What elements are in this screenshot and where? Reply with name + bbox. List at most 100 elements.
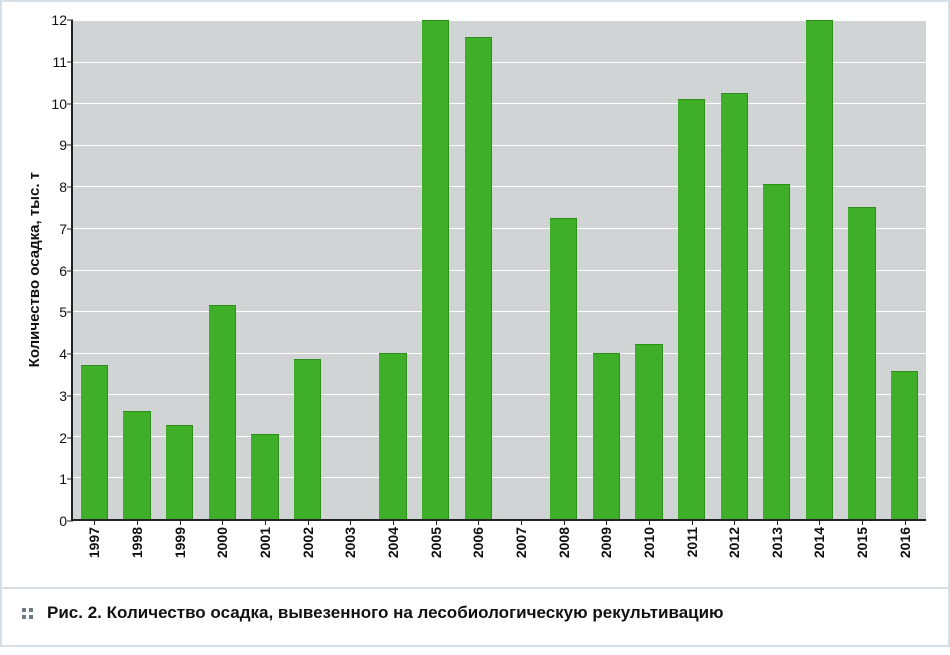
- x-tick-label: 2006: [470, 527, 486, 558]
- bar: [294, 359, 321, 519]
- x-tick-mark: [222, 519, 223, 525]
- figure-container: Количество осадка, тыс. т 01234567891011…: [0, 0, 950, 647]
- x-tick-label: 2000: [214, 527, 230, 558]
- x-tick: 2003: [329, 519, 372, 575]
- x-tick-mark: [819, 519, 820, 525]
- bar-slot: [670, 20, 713, 519]
- x-tick-mark: [606, 519, 607, 525]
- x-tick-label: 2013: [769, 527, 785, 558]
- x-tick: 2006: [457, 519, 500, 575]
- x-tick-mark: [350, 519, 351, 525]
- x-tick-label: 2012: [726, 527, 742, 558]
- caption-bullet-icon: [22, 608, 33, 619]
- x-tick: 1997: [73, 519, 116, 575]
- x-tick-mark: [905, 519, 906, 525]
- bar-slot: [244, 20, 287, 519]
- x-tick: 2010: [628, 519, 671, 575]
- x-tick-label: 1999: [172, 527, 188, 558]
- x-tick: 2000: [201, 519, 244, 575]
- x-tick: 2016: [883, 519, 926, 575]
- bar: [635, 344, 662, 519]
- bar-slot: [883, 20, 926, 519]
- x-tick-label: 2007: [513, 527, 529, 558]
- x-tick: 2002: [286, 519, 329, 575]
- x-tick: 2014: [798, 519, 841, 575]
- x-tick-mark: [265, 519, 266, 525]
- bar: [379, 353, 406, 519]
- bar: [166, 425, 193, 519]
- x-tick: 2008: [542, 519, 585, 575]
- x-tick-mark: [649, 519, 650, 525]
- bar-slot: [713, 20, 756, 519]
- figure-caption: Рис. 2. Количество осадка, вывезенного н…: [2, 587, 948, 645]
- y-tick-label: 3: [59, 388, 67, 404]
- x-tick-mark: [137, 519, 138, 525]
- y-tick-label: 11: [52, 54, 67, 70]
- x-tick: 2015: [841, 519, 884, 575]
- bar-slot: [329, 20, 372, 519]
- caption-text: Рис. 2. Количество осадка, вывезенного н…: [47, 603, 724, 623]
- bar: [550, 218, 577, 519]
- bar: [593, 353, 620, 519]
- x-tick: 2012: [713, 519, 756, 575]
- caption-label: Рис. 2.: [47, 603, 102, 622]
- x-tick-mark: [564, 519, 565, 525]
- x-tick-mark: [393, 519, 394, 525]
- x-tick-mark: [180, 519, 181, 525]
- bar-slot: [201, 20, 244, 519]
- x-tick: 1998: [116, 519, 159, 575]
- bar: [209, 305, 236, 519]
- bar: [891, 371, 918, 519]
- y-tick-label: 8: [59, 179, 67, 195]
- bar-slot: [73, 20, 116, 519]
- x-tick: 1999: [158, 519, 201, 575]
- bar-slot: [585, 20, 628, 519]
- bar-slot: [372, 20, 415, 519]
- y-tick-label: 4: [59, 346, 67, 362]
- bar-slot: [798, 20, 841, 519]
- bar-slot: [414, 20, 457, 519]
- plot-region: 1997199819992000200120022003200420052006…: [71, 20, 926, 521]
- x-tick-label: 2003: [342, 527, 358, 558]
- y-tick-container: 0123456789101112: [43, 20, 71, 521]
- y-tick-label: 5: [59, 304, 67, 320]
- y-tick-label: 7: [59, 221, 67, 237]
- y-tick-label: 0: [59, 513, 67, 529]
- y-axis-label: Количество осадка, тыс. т: [24, 172, 43, 367]
- x-tick-label: 2014: [811, 527, 827, 558]
- x-tick-container: 19971998 1999 2000 2001 2002 2003 2004 2005 2006…: [73, 519, 926, 575]
- x-tick-mark: [777, 519, 778, 525]
- bar-slot: [500, 20, 543, 519]
- y-tick-label: 10: [51, 96, 67, 112]
- x-tick-mark: [862, 519, 863, 525]
- bar-slot: [756, 20, 799, 519]
- bar: [81, 365, 108, 519]
- x-tick-label: 2005: [428, 527, 444, 558]
- x-tick-label: 2002: [300, 527, 316, 558]
- bar: [806, 20, 833, 519]
- x-tick-mark: [478, 519, 479, 525]
- x-tick-mark: [436, 519, 437, 525]
- y-tick-label: 2: [59, 430, 67, 446]
- bar: [721, 93, 748, 519]
- bars-layer: [73, 20, 926, 519]
- y-tick-label: 12: [51, 12, 67, 28]
- bar-slot: [116, 20, 159, 519]
- x-tick-label: 2004: [385, 527, 401, 558]
- chart-area: Количество осадка, тыс. т 01234567891011…: [2, 2, 948, 587]
- bar-slot: [286, 20, 329, 519]
- bar-slot: [158, 20, 201, 519]
- bar: [422, 20, 449, 519]
- y-tick-label: 1: [59, 471, 67, 487]
- caption-body: Количество осадка, вывезенного на лесоби…: [107, 603, 724, 622]
- x-tick-mark: [308, 519, 309, 525]
- bar: [123, 411, 150, 519]
- x-tick-label: 2001: [257, 527, 273, 558]
- x-tick-mark: [692, 519, 693, 525]
- bar-slot: [628, 20, 671, 519]
- x-tick: 2007: [500, 519, 543, 575]
- x-tick: 2004: [372, 519, 415, 575]
- x-tick-label: 2008: [556, 527, 572, 558]
- x-tick-mark: [521, 519, 522, 525]
- bar: [678, 99, 705, 519]
